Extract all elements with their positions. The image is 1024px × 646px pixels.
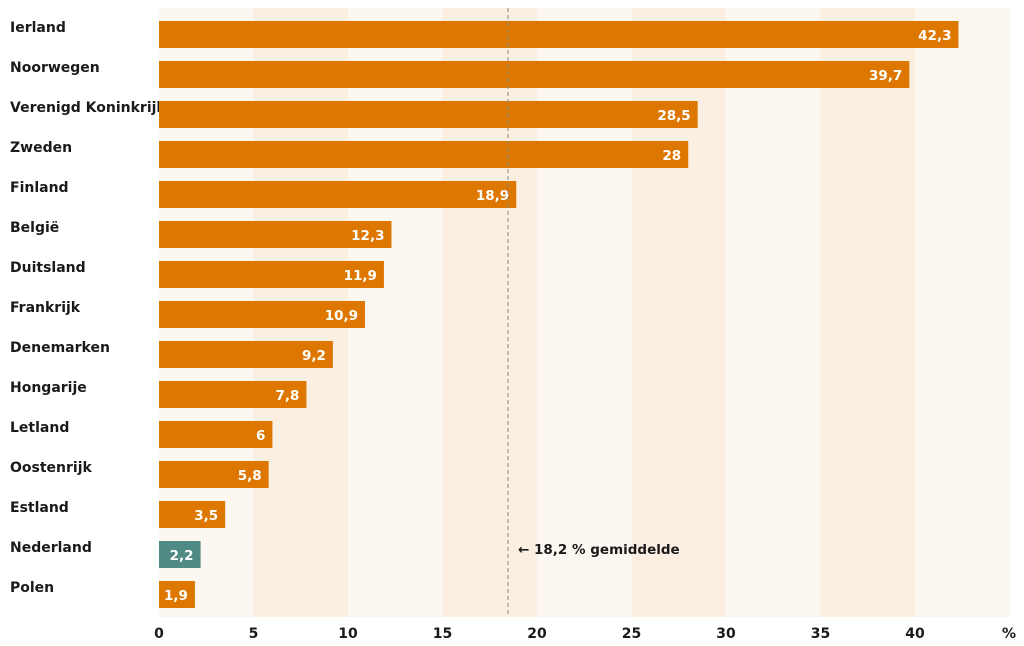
bar-noorwegen [159, 61, 910, 88]
data-label: 1,9 [164, 588, 188, 604]
average-annotation: ← 18,2 % gemiddelde [518, 542, 680, 558]
category-label: Finland [10, 180, 69, 196]
data-label: 7,8 [275, 388, 299, 404]
bar-hongarije [159, 381, 307, 408]
x-tick-label: 40 [905, 626, 925, 642]
data-label: 5,8 [238, 468, 262, 484]
x-tick-label: 10 [338, 626, 358, 642]
category-label: Frankrijk [10, 300, 81, 316]
x-tick-label: 30 [716, 626, 736, 642]
grid-band [726, 8, 821, 617]
category-label: België [10, 220, 59, 236]
data-label: 42,3 [918, 28, 951, 44]
data-label: 11,9 [344, 268, 377, 284]
x-tick-label: 0 [154, 626, 164, 642]
category-label: Hongarije [10, 380, 87, 396]
bar-finland [159, 181, 517, 208]
bar-ierland [159, 21, 959, 48]
bar-letland [159, 421, 273, 448]
bar-verenigd-koninkrijk [159, 101, 698, 128]
bar-zweden [159, 141, 689, 168]
data-label: 18,9 [476, 188, 509, 204]
data-label: 3,5 [194, 508, 218, 524]
x-tick-label: 25 [622, 626, 641, 642]
category-label: Ierland [10, 20, 66, 36]
x-tick-label: 15 [433, 626, 452, 642]
bar-polen [159, 581, 195, 608]
grid-band [537, 8, 632, 617]
x-tick-label: 5 [249, 626, 259, 642]
bar-denemarken [159, 341, 333, 368]
category-label: Verenigd Koninkrijk [10, 100, 166, 116]
data-label: 10,9 [325, 308, 358, 324]
category-label: Denemarken [10, 340, 110, 356]
category-label: Nederland [10, 540, 92, 556]
x-tick-label: 35 [811, 626, 830, 642]
data-label: 28 [662, 148, 681, 164]
category-label: Polen [10, 580, 54, 596]
data-label: 12,3 [351, 228, 384, 244]
category-label: Estland [10, 500, 69, 516]
bar-nederland [159, 541, 201, 568]
bar-belgië [159, 221, 392, 248]
category-label: Noorwegen [10, 60, 100, 76]
grid-band [442, 8, 537, 617]
bar-oostenrijk [159, 461, 269, 488]
bar-estland [159, 501, 226, 528]
bar-frankrijk [159, 301, 366, 328]
x-unit-label: % [1002, 626, 1016, 642]
grid-band [631, 8, 726, 617]
category-label: Letland [10, 420, 69, 436]
data-label: 39,7 [869, 68, 902, 84]
data-label: 9,2 [302, 348, 326, 364]
bar-duitsland [159, 261, 384, 288]
category-label: Oostenrijk [10, 460, 93, 476]
category-label: Duitsland [10, 260, 86, 276]
data-label: 2,2 [170, 548, 194, 564]
grid-band [915, 8, 1010, 617]
x-tick-label: 20 [527, 626, 547, 642]
category-label: Zweden [10, 140, 72, 156]
data-label: 6 [256, 428, 265, 444]
grid-band [820, 8, 915, 617]
data-label: 28,5 [657, 108, 690, 124]
